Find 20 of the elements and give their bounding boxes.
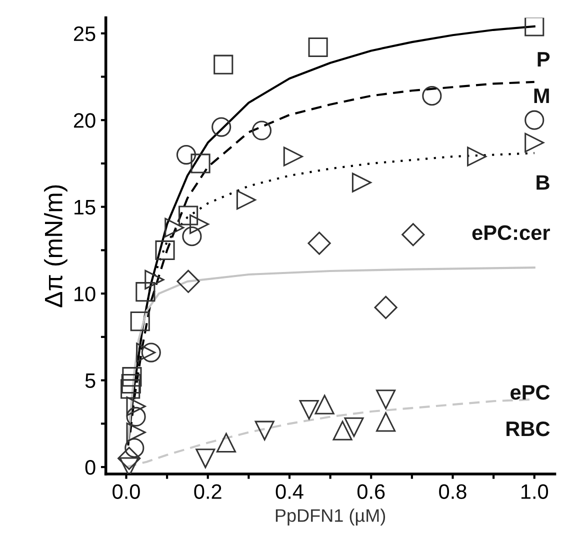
x-tick-label: 0.8 — [439, 484, 466, 499]
y-tick-label: 0 — [85, 460, 96, 475]
y-tick-label: 10 — [74, 286, 96, 302]
text: ePC — [510, 384, 550, 400]
series-label: M — [534, 88, 549, 103]
text: ePC:cer — [472, 225, 550, 240]
x-tick-label: 0.0 — [112, 484, 140, 499]
y-tick-label: 25 — [74, 26, 96, 42]
y-tick-label: 5 — [85, 374, 96, 388]
y-tick-label: 15 — [74, 200, 96, 215]
x-tick-label: 0.4 — [276, 484, 304, 499]
x-tick-label: 0.6 — [357, 484, 385, 499]
x-tick-label: 1.0 — [521, 484, 548, 499]
x-axis-title: PpDFN1 (µM) — [276, 508, 386, 526]
y-tick-label: 20 — [74, 113, 96, 128]
series-label: B — [536, 175, 550, 190]
text: RBC — [506, 421, 550, 436]
series-label: P — [538, 52, 550, 66]
x-tick-label: 0.2 — [194, 484, 222, 499]
y-axis-title: Δπ (mN/m) — [44, 185, 68, 308]
